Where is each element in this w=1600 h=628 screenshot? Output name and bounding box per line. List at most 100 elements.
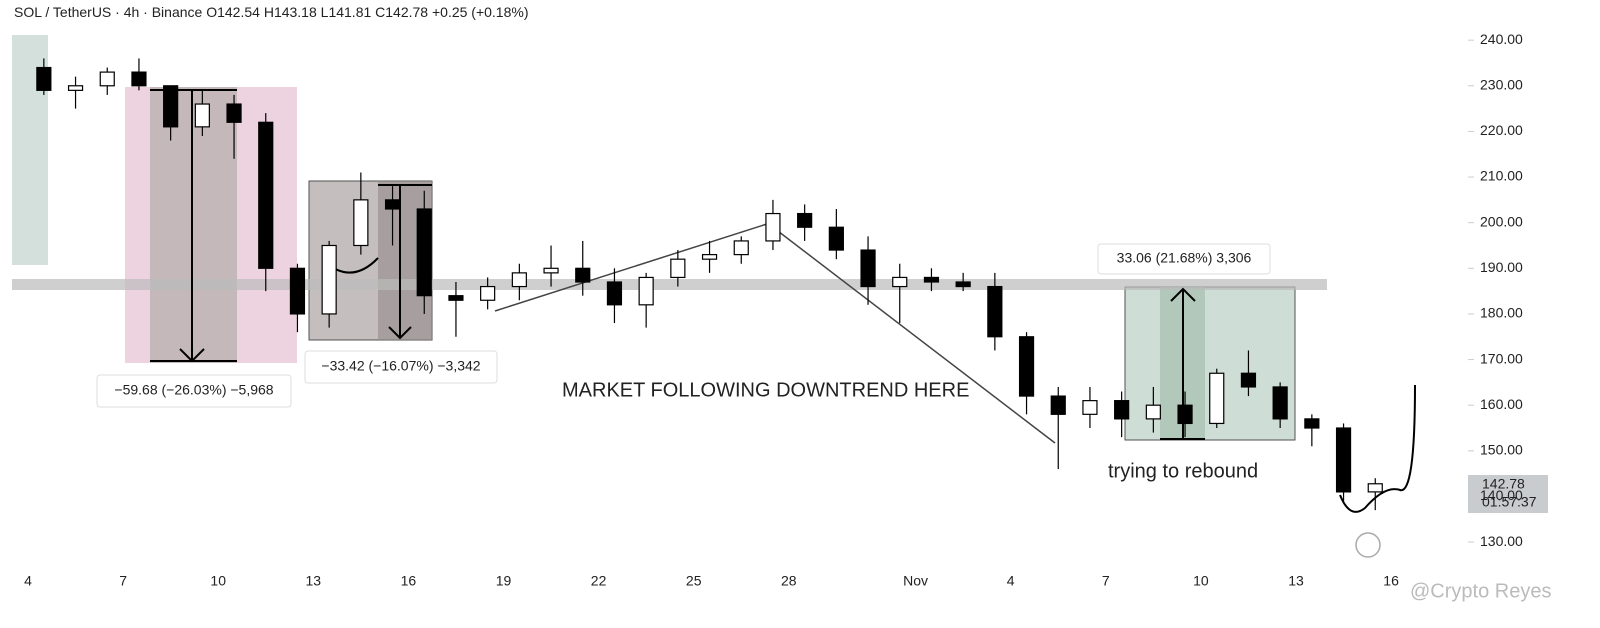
candles <box>36 58 1383 511</box>
y-tick-label: 140.00 <box>1480 487 1523 503</box>
ohlc: O142.54 <box>206 4 260 20</box>
candle-body <box>733 240 749 256</box>
y-tick-label: 220.00 <box>1480 122 1523 138</box>
y-tick-label: 160.00 <box>1480 396 1523 412</box>
candle-body <box>670 258 686 279</box>
label-box <box>1097 243 1271 275</box>
ohlc: H143.18 <box>264 4 317 20</box>
y-tick-label: 180.00 <box>1480 305 1523 321</box>
candle-body <box>321 244 337 315</box>
note: MARKET FOLLOWING DOWNTREND HERE <box>562 379 969 401</box>
candle-body <box>1335 427 1352 493</box>
measure-label: 33.06 (21.68%) 3,306 <box>1117 250 1252 266</box>
y-tick-label: 200.00 <box>1480 213 1523 229</box>
candle-body <box>1018 336 1035 397</box>
zone-band <box>12 279 1327 290</box>
x-tick-label: 4 <box>24 573 32 589</box>
arrow-head <box>179 348 205 363</box>
icon[interactable] <box>1355 532 1381 558</box>
arrow-head <box>388 326 412 340</box>
candle-body <box>289 267 306 315</box>
candle-body <box>606 281 623 306</box>
candle-body <box>36 66 52 91</box>
x-tick-label: 7 <box>119 573 127 589</box>
candle-body <box>131 71 147 87</box>
candle-body <box>923 276 940 283</box>
x-tick-label: 13 <box>306 573 322 589</box>
x-tick-label: 16 <box>401 573 417 589</box>
x-tick-label: 10 <box>210 573 226 589</box>
candle-body <box>511 272 527 288</box>
x-tick-label: 19 <box>496 573 512 589</box>
note: trying to rebound <box>1108 460 1258 482</box>
arrow-head <box>1170 287 1196 302</box>
candle-body <box>1304 418 1320 429</box>
symbol: SOL / TetherUS · 4h · Binance <box>14 4 203 20</box>
candle-body <box>1082 400 1098 415</box>
candle-body <box>67 85 84 91</box>
candle-body <box>638 276 654 306</box>
candle-body <box>258 121 274 269</box>
x-tick-label: 4 <box>1007 573 1015 589</box>
y-tick-label: 150.00 <box>1480 442 1523 458</box>
price-tag <box>1468 475 1548 513</box>
candle-body <box>955 281 971 288</box>
trend-line <box>494 222 771 312</box>
x-tick-label: 7 <box>1102 573 1110 589</box>
watermark: @Crypto Reyes <box>1410 580 1551 602</box>
ohlc: L141.81 <box>321 4 372 20</box>
candle-body <box>860 249 876 288</box>
candle-body <box>163 85 179 128</box>
y-tick-label: 230.00 <box>1480 76 1523 92</box>
x-tick-label: 16 <box>1383 573 1399 589</box>
x-tick-label: 28 <box>781 573 797 589</box>
countdown: 01:57:37 <box>1482 494 1537 510</box>
candle-body <box>543 267 559 274</box>
candle-body <box>1240 372 1257 388</box>
projection <box>1339 384 1416 513</box>
label-box <box>304 350 498 384</box>
candle-body <box>194 103 210 128</box>
candle-body <box>1209 372 1225 425</box>
candle-body <box>1367 483 1383 493</box>
candle-body <box>701 254 718 260</box>
candle-body <box>1177 404 1193 425</box>
candle-body <box>575 267 591 283</box>
y-tick-label: 170.00 <box>1480 350 1523 366</box>
y-tick-label: 130.00 <box>1480 533 1523 549</box>
candle-body <box>765 212 781 242</box>
measure-label: −33.42 (−16.07%) −3,342 <box>321 358 480 374</box>
ohlc: C142.78 <box>375 4 428 20</box>
candle-body <box>99 71 115 87</box>
y-tick-label: 210.00 <box>1480 168 1523 184</box>
range-box <box>150 87 237 363</box>
measure-label: −59.68 (−26.03%) −5,968 <box>114 382 273 398</box>
candle-body <box>480 285 496 301</box>
candle-body <box>353 199 369 247</box>
candle-body <box>797 212 813 228</box>
candle-body <box>1272 386 1288 420</box>
x-tick-label: Nov <box>903 573 928 589</box>
y-tick-label: 190.00 <box>1480 259 1523 275</box>
change: +0.25 (+0.18%) <box>432 4 529 20</box>
candle-body <box>226 103 242 123</box>
x-tick-label: 25 <box>686 573 702 589</box>
annotations: −59.68 (−26.03%) −5,968 −33.42 (−16.07%)… <box>96 243 1271 482</box>
candle-body <box>1114 400 1130 420</box>
candle-body <box>1145 404 1161 420</box>
x-tick-label: 22 <box>591 573 607 589</box>
trend-line <box>769 224 1056 444</box>
candle-body <box>987 285 1003 338</box>
header: SOL / TetherUS · 4h · Binance O142.54 H1… <box>14 4 529 20</box>
candle-body <box>828 226 844 251</box>
candle-body <box>1050 395 1066 415</box>
candle-body <box>384 199 401 210</box>
label-box <box>96 374 292 408</box>
x-tick-label: 10 <box>1193 573 1209 589</box>
x-tick-label: 13 <box>1288 573 1304 589</box>
last-price: 142.78 <box>1482 476 1525 492</box>
candle-body <box>892 276 908 288</box>
candle-body <box>448 295 464 301</box>
candle-body <box>416 208 432 297</box>
